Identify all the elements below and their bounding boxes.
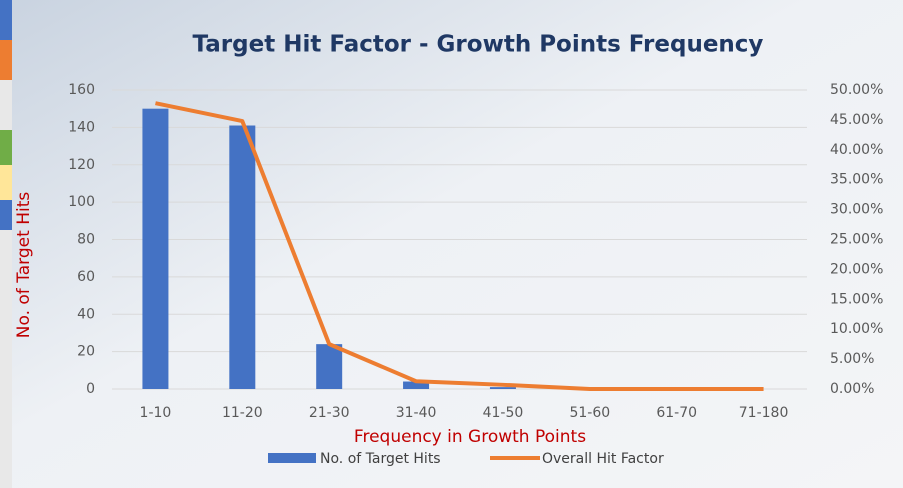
x-axis-title: Frequency in Growth Points [354, 427, 586, 447]
chart-title: Target Hit Factor - Growth Points Freque… [193, 32, 764, 58]
y2-tick-label: 45.00% [830, 112, 883, 128]
bar [142, 109, 168, 389]
x-tick-label: 11-20 [222, 405, 263, 421]
y2-tick-label: 30.00% [830, 202, 883, 218]
y2-tick-label: 10.00% [830, 321, 883, 337]
y2-tick-label: 0.00% [830, 381, 874, 397]
x-tick-label: 71-180 [739, 405, 789, 421]
y2-tick-label: 40.00% [830, 142, 883, 158]
bar [229, 126, 255, 389]
chart: Target Hit Factor - Growth Points Freque… [0, 0, 903, 488]
y-tick-label: 160 [68, 82, 95, 98]
x-tick-label: 1-10 [140, 405, 172, 421]
x-tick-label: 21-30 [309, 405, 350, 421]
y-axis-title: No. of Target Hits [14, 192, 34, 339]
y2-tick-label: 25.00% [830, 232, 883, 248]
x-tick-label: 41-50 [483, 405, 524, 421]
y-tick-label: 20 [77, 344, 95, 360]
x-tick-label: 51-60 [569, 405, 610, 421]
y-tick-label: 140 [68, 119, 95, 135]
sheet-cell [0, 165, 12, 200]
x-tick-label: 61-70 [656, 405, 697, 421]
y-tick-label: 60 [77, 269, 95, 285]
sheet-cell [0, 200, 12, 230]
legend-label: No. of Target Hits [320, 451, 441, 467]
sheet-cell [0, 40, 12, 80]
sheet-cell [0, 0, 12, 40]
sheet-cell [0, 130, 12, 165]
y-tick-label: 0 [86, 381, 95, 397]
y-tick-label: 80 [77, 232, 95, 248]
y2-tick-label: 5.00% [830, 351, 874, 367]
legend-swatch [268, 453, 316, 463]
y2-tick-label: 50.00% [830, 82, 883, 98]
y2-tick-label: 15.00% [830, 291, 883, 307]
y-tick-label: 40 [77, 306, 95, 322]
bar [316, 344, 342, 389]
y2-tick-label: 35.00% [830, 172, 883, 188]
bar [490, 387, 516, 389]
y-tick-label: 100 [68, 194, 95, 210]
legend-label: Overall Hit Factor [542, 451, 664, 467]
x-tick-label: 31-40 [396, 405, 437, 421]
y-tick-label: 120 [68, 157, 95, 173]
y2-tick-label: 20.00% [830, 261, 883, 277]
